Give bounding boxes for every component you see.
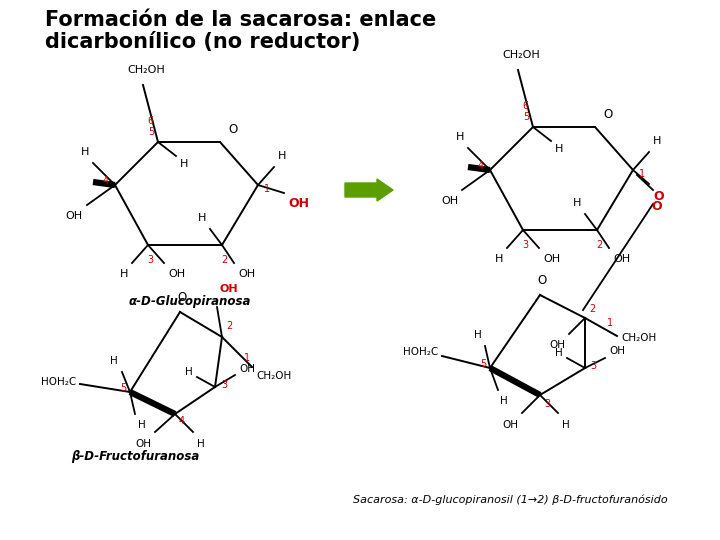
Text: 1: 1: [244, 353, 250, 363]
Text: H: H: [185, 367, 193, 377]
Text: H: H: [180, 159, 189, 169]
Text: 6: 6: [147, 116, 153, 126]
Text: O: O: [537, 274, 546, 287]
Text: β-D-Fructofuranosa: β-D-Fructofuranosa: [71, 450, 199, 463]
Text: O: O: [651, 200, 662, 213]
Text: H: H: [120, 269, 128, 279]
Text: OH: OH: [220, 284, 238, 294]
Text: H: H: [138, 420, 145, 430]
Text: Formación de la sacarosa: enlace: Formación de la sacarosa: enlace: [45, 10, 436, 30]
Text: 5: 5: [148, 127, 154, 137]
Text: H: H: [653, 136, 662, 146]
FancyArrow shape: [345, 179, 393, 201]
Text: H: H: [197, 439, 204, 449]
Text: O: O: [603, 108, 612, 121]
Text: H: H: [562, 420, 570, 430]
Text: OH: OH: [238, 269, 255, 279]
Text: 4: 4: [179, 416, 185, 426]
Text: 1: 1: [639, 169, 645, 179]
Text: 5: 5: [480, 359, 486, 369]
Text: 3: 3: [544, 399, 550, 409]
Text: H: H: [278, 151, 287, 161]
Text: CH₂OH: CH₂OH: [127, 65, 165, 75]
Text: H: H: [81, 147, 89, 157]
Text: 3: 3: [522, 240, 528, 250]
Text: CH₂OH: CH₂OH: [502, 50, 540, 60]
Text: HOH₂C: HOH₂C: [41, 377, 76, 387]
Text: H: H: [474, 330, 482, 340]
Text: H: H: [555, 348, 563, 358]
Text: Sacarosa: α-D-glucopiranosil (1→2) β-D-fructofuranósido: Sacarosa: α-D-glucopiranosil (1→2) β-D-f…: [353, 495, 667, 505]
Text: 5: 5: [523, 112, 529, 122]
Text: OH: OH: [613, 254, 630, 264]
Text: OH: OH: [168, 269, 185, 279]
Text: OH: OH: [441, 196, 458, 206]
Text: CH₂OH: CH₂OH: [621, 333, 656, 343]
Text: 2: 2: [221, 255, 227, 265]
Text: O: O: [177, 291, 186, 304]
Text: α-D-Glucopiranosa: α-D-Glucopiranosa: [129, 295, 251, 308]
Text: H: H: [495, 254, 503, 264]
Text: H: H: [456, 132, 464, 142]
Text: OH: OH: [549, 340, 565, 350]
Text: 6: 6: [522, 101, 528, 111]
Text: 2: 2: [226, 321, 233, 331]
Text: dicarbonílico (no reductor): dicarbonílico (no reductor): [45, 32, 361, 52]
Text: OH: OH: [543, 254, 560, 264]
Text: 2: 2: [589, 304, 595, 314]
Text: 1: 1: [607, 318, 613, 328]
Text: 1: 1: [264, 184, 270, 194]
Text: 5: 5: [120, 383, 126, 393]
Text: OH: OH: [502, 420, 518, 430]
Text: 3: 3: [590, 361, 596, 371]
Text: H: H: [197, 213, 206, 223]
Text: H: H: [572, 198, 581, 208]
Text: OH: OH: [288, 197, 309, 210]
Text: OH: OH: [239, 364, 255, 374]
Text: CH₂OH: CH₂OH: [256, 371, 292, 381]
Text: H: H: [555, 144, 563, 154]
Text: OH: OH: [66, 211, 83, 221]
Text: 4: 4: [478, 161, 484, 171]
Text: H: H: [110, 356, 118, 366]
Text: OH: OH: [609, 346, 625, 356]
Text: H: H: [500, 396, 508, 406]
Text: 3: 3: [147, 255, 153, 265]
Text: 3: 3: [221, 380, 227, 390]
Text: O: O: [228, 123, 238, 136]
Text: HOH₂C: HOH₂C: [402, 347, 438, 357]
Text: OH: OH: [135, 439, 151, 449]
Text: 2: 2: [596, 240, 602, 250]
Text: O: O: [653, 190, 664, 203]
Text: 4: 4: [103, 176, 109, 186]
